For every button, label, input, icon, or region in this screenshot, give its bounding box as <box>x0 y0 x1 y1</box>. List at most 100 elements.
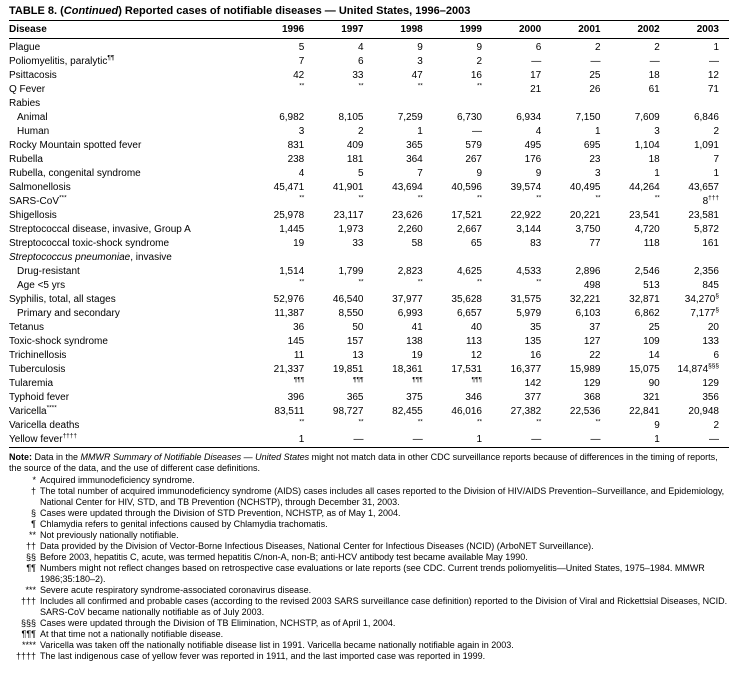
column-header-year: 1997 <box>341 24 364 35</box>
case-count: ** <box>299 418 305 426</box>
case-count: 12 <box>707 70 719 81</box>
case-count: ¶¶¶ <box>353 376 364 384</box>
case-count: 157 <box>346 336 364 347</box>
case-count: 35 <box>530 322 542 333</box>
disease-label: Rubella, congenital syndrome <box>9 168 141 179</box>
case-count: 3 <box>594 168 601 179</box>
case-count: 5 <box>357 168 364 179</box>
case-count: 18 <box>648 70 660 81</box>
case-count <box>611 97 670 111</box>
column-header-year: 2002 <box>637 24 660 35</box>
case-count <box>551 97 610 111</box>
case-count: 46,540 <box>332 294 364 305</box>
disease-label: Plague <box>9 42 41 53</box>
disease-label: Drug-resistant <box>17 266 80 277</box>
case-count: ** <box>476 194 482 202</box>
case-count: 368 <box>583 392 601 403</box>
case-count: ** <box>536 418 542 426</box>
case-count: 41,901 <box>332 182 364 193</box>
section-row: Streptococcus pneumoniae, invasive <box>9 251 729 265</box>
case-count: 7,259 <box>397 112 423 123</box>
case-count: 118 <box>643 238 660 249</box>
case-count: 23 <box>589 154 601 165</box>
case-count: ** <box>476 278 482 286</box>
footnote-marker: * <box>32 475 36 485</box>
case-count: 22 <box>589 350 601 361</box>
case-count: 1,091 <box>693 140 719 151</box>
case-count <box>314 251 373 265</box>
table-head: Disease 1996 1997 1998 1999 2000 2001 2002 2003 <box>9 20 729 39</box>
case-count: 142 <box>524 378 542 389</box>
case-count: ** <box>358 418 364 426</box>
case-count: 18,361 <box>392 364 423 375</box>
case-count: 44,264 <box>629 182 660 193</box>
case-count: 579 <box>465 140 482 151</box>
disease-label: Poliomyelitis, paralytic¶¶ <box>9 54 115 67</box>
case-count: 2 <box>654 42 660 53</box>
case-count: 7 <box>713 154 719 165</box>
case-count: 365 <box>346 392 364 403</box>
case-count: 32,871 <box>629 294 660 305</box>
case-count: 375 <box>406 392 423 403</box>
footnote-marker: **** <box>21 640 36 650</box>
case-count: 6,934 <box>516 112 542 123</box>
case-count: 1 <box>654 168 660 179</box>
footnote-text: Varicella was taken off the nationally n… <box>40 640 514 650</box>
footnote-marker: ¶ <box>31 519 36 529</box>
case-count: 6,982 <box>279 112 305 123</box>
case-count: 82,455 <box>392 406 423 417</box>
case-count: 695 <box>583 140 601 151</box>
case-count: 77 <box>589 238 601 249</box>
case-count: 176 <box>524 154 542 165</box>
case-count: ** <box>299 194 305 202</box>
case-count: 83 <box>530 238 542 249</box>
disease-label: Psittacosis <box>9 70 57 81</box>
case-count: 1 <box>417 126 423 137</box>
footnotes: * Acquired immunodeficiency syndrome. † The… <box>9 475 729 662</box>
case-count: 127 <box>583 336 601 347</box>
case-count <box>670 97 729 111</box>
case-count: 26 <box>589 84 601 95</box>
case-count: 14 <box>648 350 660 361</box>
case-count <box>433 251 492 265</box>
case-count: 2 <box>357 126 364 137</box>
table-row: Tetanus 36 50 41 40 35 37 25 20 <box>9 321 729 335</box>
case-count: 37 <box>589 322 601 333</box>
case-count: ** <box>299 82 305 90</box>
disease-label: Trichinellosis <box>9 350 67 361</box>
table-header-row: Disease 1996 1997 1998 1999 2000 2001 2002 2003 <box>9 20 729 39</box>
case-count: — <box>531 434 542 445</box>
footnote-marker: *** <box>25 585 36 595</box>
disease-label: Streptococcus pneumoniae, invasive <box>9 252 172 263</box>
table-row: Human 3 2 1 — 4 1 3 2 <box>9 125 729 139</box>
case-count: 113 <box>466 336 482 347</box>
disease-label: Rubella <box>9 154 43 165</box>
case-count: 19 <box>411 350 423 361</box>
case-count <box>492 251 551 265</box>
footnote-marker: †††† <box>15 651 36 661</box>
case-count: 145 <box>287 336 305 347</box>
case-count <box>374 97 433 111</box>
case-count <box>551 251 610 265</box>
case-count: 4,625 <box>456 266 482 277</box>
case-count: 43,657 <box>688 182 719 193</box>
table-row: Psittacosis 42 33 47 16 17 25 18 12 <box>9 69 729 83</box>
notifiable-diseases-table: Disease 1996 1997 1998 1999 2000 2001 2002 2003 … <box>9 20 729 448</box>
case-count: 365 <box>406 140 423 151</box>
case-count: 16,377 <box>510 364 542 375</box>
column-header-year: 1998 <box>400 24 423 35</box>
disease-label: Streptococcal disease, invasive, Group A <box>9 224 191 235</box>
case-count: 138 <box>406 336 423 347</box>
case-count <box>255 251 314 265</box>
table-row: Shigellosis 25,978 23,117 23,626 17,521 22,92… <box>9 209 729 223</box>
case-count: ¶¶¶ <box>293 376 305 384</box>
case-count: 13 <box>352 350 364 361</box>
case-count: — <box>590 56 601 67</box>
footnote-marker: § <box>30 508 36 518</box>
case-count: 2,356 <box>693 266 719 277</box>
case-count: ** <box>536 194 542 202</box>
case-count: 9 <box>417 42 423 53</box>
case-count: 31,575 <box>510 294 542 305</box>
case-count: 83,511 <box>274 406 305 417</box>
